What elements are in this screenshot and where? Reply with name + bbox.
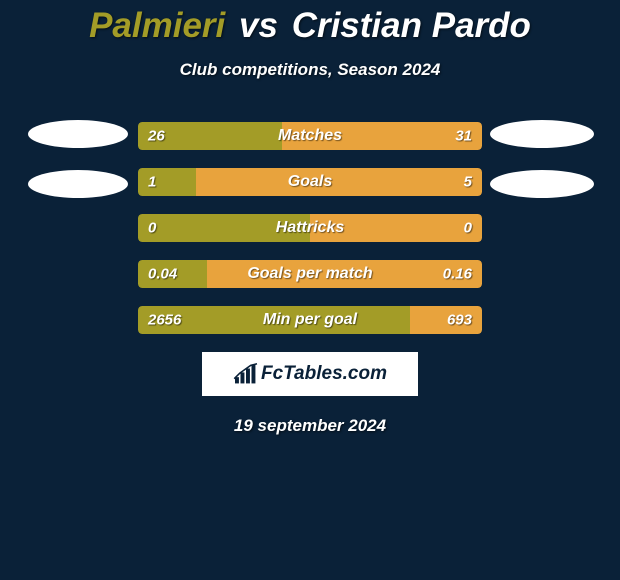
brand-badge[interactable]: FcTables.com xyxy=(202,352,418,396)
stat-value-right: 5 xyxy=(464,174,472,191)
stat-bar-left xyxy=(138,168,196,196)
bar-chart-icon xyxy=(233,363,259,385)
avatar-placeholder-icon xyxy=(28,120,128,148)
stat-row: 1 5 Goals xyxy=(138,168,482,196)
stat-value-left: 0 xyxy=(148,220,156,237)
stat-label: Matches xyxy=(278,127,342,145)
comparison-card: Palmieri vs Cristian Pardo Club competit… xyxy=(0,0,620,436)
stat-label: Goals xyxy=(288,173,332,191)
page-title: Palmieri vs Cristian Pardo xyxy=(89,6,531,46)
stat-bar-right xyxy=(196,168,482,196)
footer-date: 19 september 2024 xyxy=(234,416,386,436)
subtitle: Club competitions, Season 2024 xyxy=(180,60,441,80)
avatar-placeholder-icon xyxy=(490,120,594,148)
main-content: 26 31 Matches 1 5 Goals 0 0 Hattricks 0.04 0.16 Goa… xyxy=(0,122,620,334)
stat-label: Goals per match xyxy=(247,265,372,283)
player2-name: Cristian Pardo xyxy=(292,6,531,45)
stat-label: Hattricks xyxy=(276,219,344,237)
player1-name: Palmieri xyxy=(89,6,225,45)
stat-row: 0 0 Hattricks xyxy=(138,214,482,242)
player1-avatar xyxy=(28,120,128,198)
player2-avatar xyxy=(492,120,592,198)
vs-text: vs xyxy=(239,6,278,45)
stat-row: 26 31 Matches xyxy=(138,122,482,150)
brand-badge-inner: FcTables.com xyxy=(204,354,416,394)
avatar-placeholder-icon xyxy=(490,170,594,198)
stat-value-right: 693 xyxy=(447,312,472,329)
stat-value-right: 0 xyxy=(464,220,472,237)
brand-text: FcTables.com xyxy=(261,363,387,385)
stat-value-left: 0.04 xyxy=(148,266,177,283)
stat-value-left: 1 xyxy=(148,174,156,191)
stat-value-left: 2656 xyxy=(148,312,181,329)
avatar-placeholder-icon xyxy=(28,170,128,198)
stat-row: 0.04 0.16 Goals per match xyxy=(138,260,482,288)
stat-label: Min per goal xyxy=(263,311,357,329)
stat-bars: 26 31 Matches 1 5 Goals 0 0 Hattricks 0.04 0.16 Goa… xyxy=(138,122,482,334)
stat-row: 2656 693 Min per goal xyxy=(138,306,482,334)
stat-value-right: 0.16 xyxy=(443,266,472,283)
stat-value-left: 26 xyxy=(148,128,165,145)
stat-value-right: 31 xyxy=(455,128,472,145)
